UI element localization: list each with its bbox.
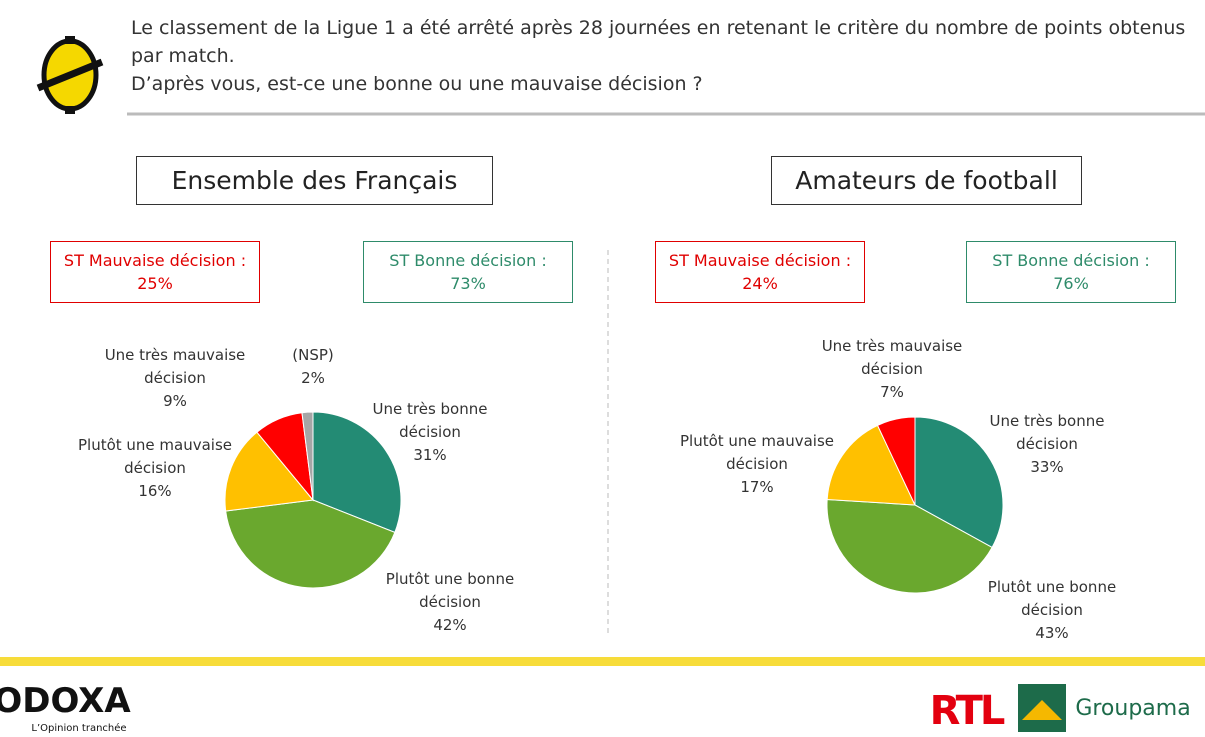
slice-value: 17% <box>740 478 774 496</box>
slice-category: Une très bonne décision <box>989 412 1105 453</box>
pie-slice <box>914 416 1004 549</box>
pie-slice <box>826 498 993 594</box>
slice-label: Une très mauvaise décision 7% <box>807 335 977 404</box>
slice-label: Une très mauvaise décision 9% <box>90 344 260 413</box>
tagline: L’Opinion tranchée <box>31 722 126 734</box>
brand: ODOXA <box>0 681 131 721</box>
slice-value: 16% <box>138 482 172 500</box>
slice-label: Une très bonne décision 31% <box>360 398 500 467</box>
question-line: Le classement de la Ligue 1 a été arrêté… <box>131 17 1186 67</box>
chart-title: Ensemble des Français <box>136 156 493 205</box>
summary-label: ST Mauvaise décision : <box>668 251 852 270</box>
slice-value: 33% <box>1030 458 1064 476</box>
summary-value: 24% <box>742 274 778 293</box>
slice-category: Une très mauvaise décision <box>821 337 963 378</box>
summary-box: ST Bonne décision : 76% <box>966 241 1176 303</box>
slice-category: Plutôt une bonne décision <box>987 578 1117 619</box>
slice-value: 42% <box>433 616 467 634</box>
pie-slice <box>876 416 916 506</box>
question: Le classement de la Ligue 1 a été arrêté… <box>131 14 1191 98</box>
slice-label: Plutôt une mauvaise décision 16% <box>70 434 240 503</box>
summary-label: ST Bonne décision : <box>389 251 547 270</box>
groupama-logo: Groupama <box>1075 696 1190 721</box>
slice-category: Plutôt une mauvaise décision <box>77 436 233 477</box>
slice-label: Plutôt une bonne décision 42% <box>370 568 530 637</box>
slice-value: 2% <box>301 369 325 387</box>
chart-title: Amateurs de football <box>771 156 1082 205</box>
slice-value: 9% <box>163 392 187 410</box>
pie-slice <box>826 424 916 506</box>
pie-slice <box>301 411 314 501</box>
slice-label: (NSP) 2% <box>273 344 353 390</box>
summary-label: ST Bonne décision : <box>992 251 1150 270</box>
rtl-logo: RTL <box>930 688 1005 734</box>
summary-label: ST Mauvaise décision : <box>63 251 247 270</box>
question-line: D’après vous, est-ce une bonne ou une ma… <box>131 73 703 95</box>
pie-slice <box>225 499 396 589</box>
summary-box: ST Bonne décision : 73% <box>363 241 573 303</box>
slice-value: 7% <box>880 383 904 401</box>
pie-slice <box>224 431 314 512</box>
slice-category: (NSP) <box>292 346 334 364</box>
slice-category: Plutôt une bonne décision <box>385 570 515 611</box>
slice-category: Une très bonne décision <box>372 400 488 441</box>
pie-slice <box>312 411 402 534</box>
summary-box: ST Mauvaise décision : 25% <box>50 241 260 303</box>
slice-label: Plutôt une bonne décision 43% <box>972 576 1132 645</box>
summary-value: 73% <box>450 274 486 293</box>
summary-value: 76% <box>1053 274 1089 293</box>
slice-category: Une très mauvaise décision <box>104 346 246 387</box>
slice-value: 43% <box>1035 624 1069 642</box>
slice-label: Une très bonne décision 33% <box>977 410 1117 479</box>
slice-category: Plutôt une mauvaise décision <box>679 432 835 473</box>
slice-label: Plutôt une mauvaise décision 17% <box>672 430 842 499</box>
summary-box: ST Mauvaise décision : 24% <box>655 241 865 303</box>
summary-value: 25% <box>137 274 173 293</box>
slice-value: 31% <box>413 446 447 464</box>
